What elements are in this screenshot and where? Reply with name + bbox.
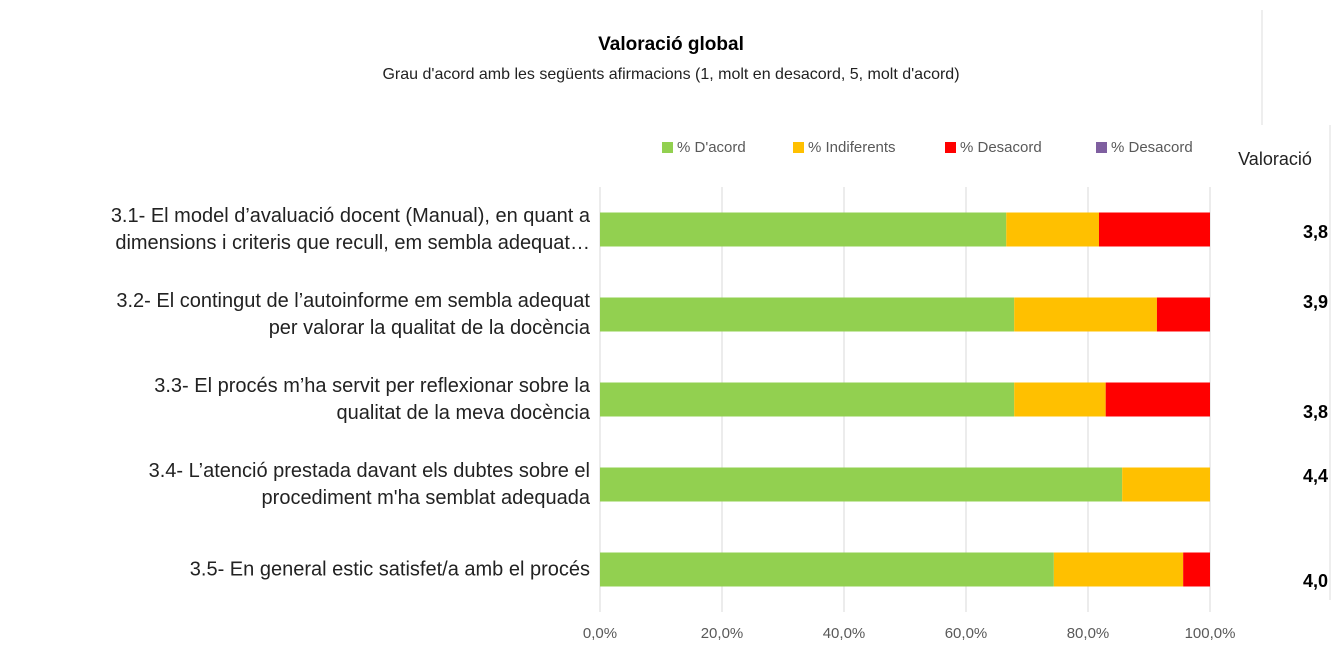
- bar-segment: [600, 297, 1015, 332]
- category-label: 3.5- En general estic satisfet/a amb el …: [189, 558, 590, 580]
- bar-segment: [1122, 467, 1210, 502]
- legend-label: % Desacord: [960, 139, 1042, 156]
- x-tick-label: 40,0%: [823, 625, 866, 642]
- bar-segment: [1183, 552, 1210, 587]
- bar-segment: [1014, 382, 1106, 417]
- bar-segment: [600, 382, 1015, 417]
- x-tick-label: 20,0%: [701, 625, 744, 642]
- bar-segment: [1014, 297, 1157, 332]
- category-label: 3.1- El model d’avaluació docent (Manual…: [110, 204, 590, 254]
- bar-segment: [1006, 212, 1099, 247]
- bar-segment: [600, 467, 1123, 502]
- legend-swatch: [662, 142, 673, 153]
- category-label: 3.2- El contingut de l’autoinforme em se…: [116, 289, 590, 339]
- category-label: 3.3- El procés m’ha servit per reflexion…: [154, 374, 590, 424]
- legend-label: % Indiferents: [808, 139, 896, 156]
- category-label: 3.4- L’atenció prestada davant els dubte…: [148, 459, 590, 509]
- chart-title: Valoració global: [598, 34, 744, 55]
- legend-swatch: [1096, 142, 1107, 153]
- valoracio-value: 3,8: [1303, 222, 1328, 242]
- valoracio-value: 4,0: [1303, 571, 1328, 591]
- bar-segment: [1053, 552, 1184, 587]
- chart-subtitle: Grau d'acord amb les següents afirmacion…: [382, 66, 959, 83]
- valoracio-value: 3,8: [1303, 402, 1328, 422]
- x-tick-label: 100,0%: [1185, 625, 1236, 642]
- legend-label: % D'acord: [677, 139, 746, 156]
- valoracio-value: 4,4: [1303, 466, 1328, 486]
- valoracio-value: 3,9: [1303, 292, 1328, 312]
- valoracio-title: Valoració: [1238, 149, 1312, 169]
- x-tick-label: 60,0%: [945, 625, 988, 642]
- legend-swatch: [793, 142, 804, 153]
- bar-segment: [600, 552, 1054, 587]
- bar-segment: [600, 212, 1007, 247]
- bar-segment: [1098, 212, 1210, 247]
- legend-label: % Desacord: [1111, 139, 1193, 156]
- bar-segment: [1156, 297, 1210, 332]
- legend-swatch: [945, 142, 956, 153]
- x-tick-label: 0,0%: [583, 625, 617, 642]
- x-tick-label: 80,0%: [1067, 625, 1110, 642]
- bar-segment: [1105, 382, 1210, 417]
